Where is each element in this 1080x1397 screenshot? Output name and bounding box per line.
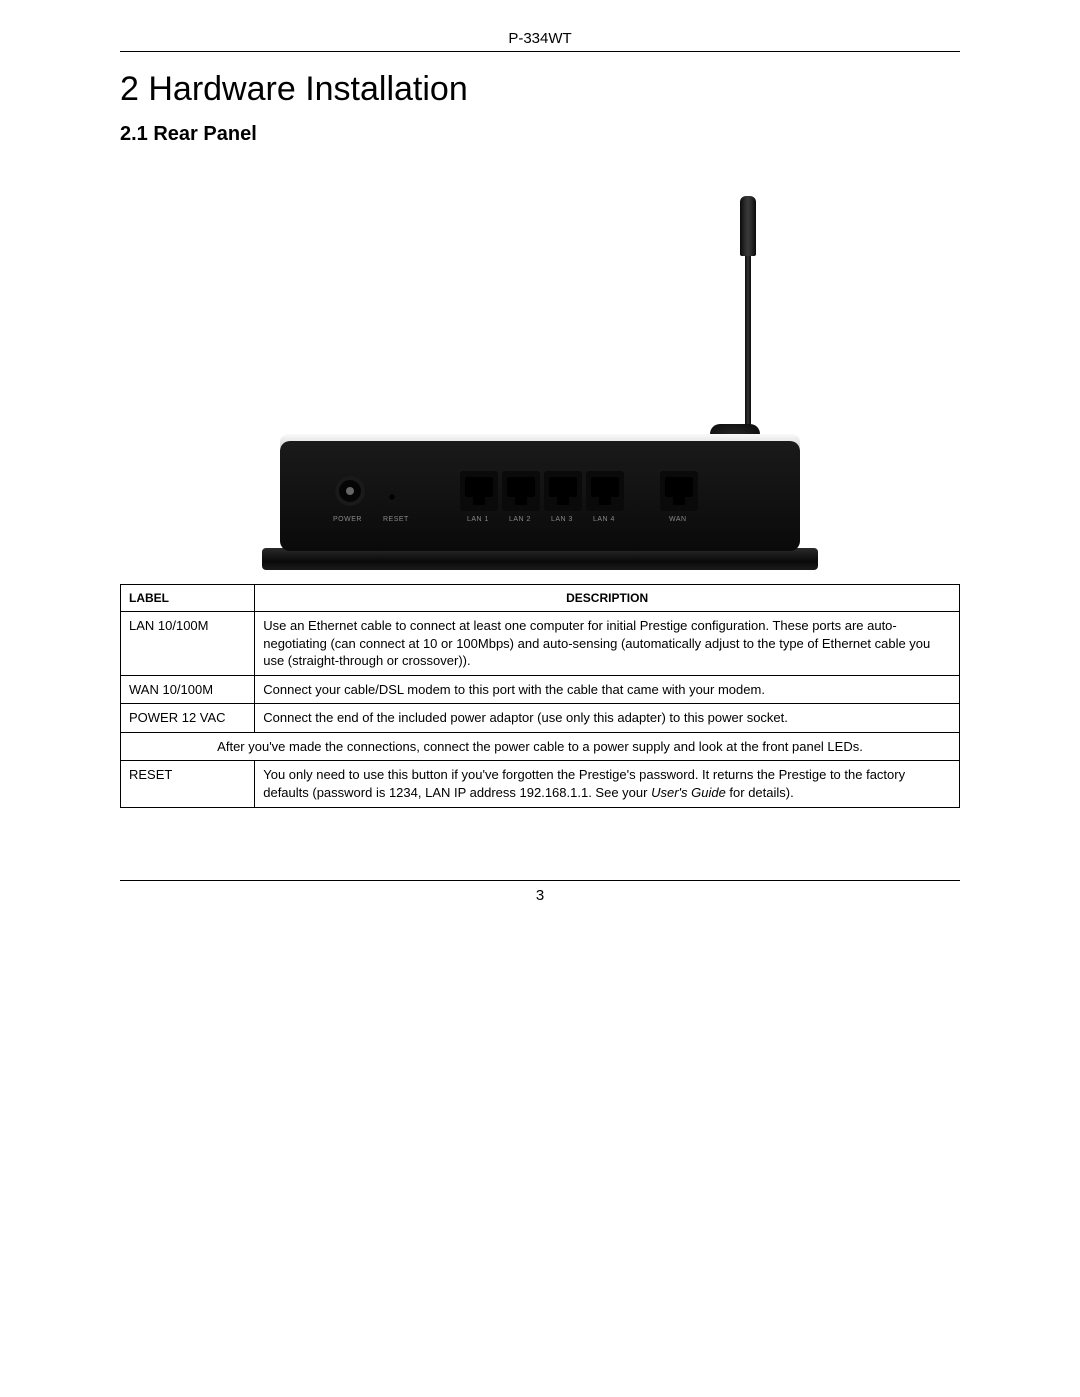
table-row-span: After you've made the connections, conne… — [121, 732, 960, 761]
reset-label: RESET — [383, 516, 409, 523]
cell-label: LAN 10/100M — [121, 612, 255, 676]
reset-pinhole-icon — [388, 493, 396, 501]
cell-description: Connect your cable/DSL modem to this por… — [255, 675, 960, 704]
cell-description: You only need to use this button if you'… — [255, 761, 960, 807]
cell-label: POWER 12 VAC — [121, 704, 255, 733]
cell-label: WAN 10/100M — [121, 675, 255, 704]
cell-description: Connect the end of the included power ad… — [255, 704, 960, 733]
rear-panel-figure: POWER RESET LAN 1 LAN 2 LAN 3 LAN 4 WAN — [260, 156, 820, 576]
table-row: WAN 10/100M Connect your cable/DSL modem… — [121, 675, 960, 704]
lan1-label: LAN 1 — [467, 516, 489, 523]
section-heading: 2.1 Rear Panel — [120, 123, 960, 146]
table-row: RESET You only need to use this button i… — [121, 761, 960, 807]
lan-port-2-icon — [502, 471, 540, 511]
lan4-label: LAN 4 — [593, 516, 615, 523]
table-row: POWER 12 VAC Connect the end of the incl… — [121, 704, 960, 733]
wan-port-icon — [660, 471, 698, 511]
table-row: LAN 10/100M Use an Ethernet cable to con… — [121, 612, 960, 676]
document-page: P-334WT 2 Hardware Installation 2.1 Rear… — [0, 0, 1080, 1397]
page-number: 3 — [120, 887, 960, 904]
cell-span: After you've made the connections, conne… — [121, 732, 960, 761]
lan3-label: LAN 3 — [551, 516, 573, 523]
reset-desc-italic: User's Guide — [651, 785, 726, 800]
wan-label: WAN — [669, 516, 687, 523]
rear-panel-table: LABEL DESCRIPTION LAN 10/100M Use an Eth… — [120, 584, 960, 808]
lan-port-3-icon — [544, 471, 582, 511]
header-rule — [120, 51, 960, 52]
chapter-heading: 2 Hardware Installation — [120, 70, 960, 109]
router-base-icon — [262, 548, 818, 570]
footer-rule — [120, 880, 960, 881]
header-description: DESCRIPTION — [255, 585, 960, 612]
cell-description: Use an Ethernet cable to connect at leas… — [255, 612, 960, 676]
power-label: POWER — [333, 516, 362, 523]
page-footer: 3 — [120, 880, 960, 904]
header-label: LABEL — [121, 585, 255, 612]
header-model: P-334WT — [120, 30, 960, 47]
reset-desc-after: for details). — [726, 785, 794, 800]
power-jack-icon — [335, 476, 365, 506]
lan-port-1-icon — [460, 471, 498, 511]
table-header-row: LABEL DESCRIPTION — [121, 585, 960, 612]
reset-desc-before: You only need to use this button if you'… — [263, 767, 905, 800]
lan2-label: LAN 2 — [509, 516, 531, 523]
router-antenna-icon — [740, 196, 756, 256]
lan-port-4-icon — [586, 471, 624, 511]
cell-label: RESET — [121, 761, 255, 807]
